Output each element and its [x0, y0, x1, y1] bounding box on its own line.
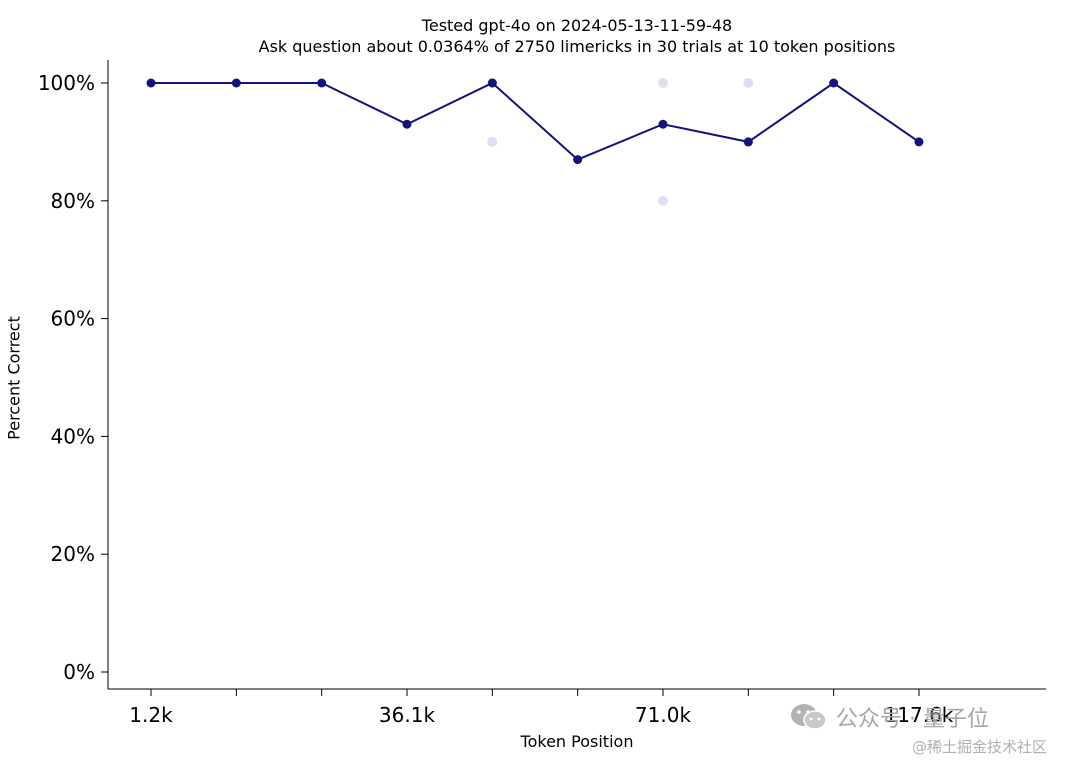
mean-point — [487, 78, 497, 88]
mean-point — [658, 119, 668, 129]
watermark-text: 公众号 · 量子位 — [836, 707, 989, 732]
y-axis-label: Percent Correct — [4, 316, 24, 440]
mean-point — [231, 78, 241, 88]
trial-point — [743, 78, 754, 88]
y-tick-label: 60% — [51, 307, 95, 331]
mean-point — [146, 78, 156, 88]
mean-line — [151, 81, 920, 161]
mean-point — [914, 137, 924, 147]
trial-point — [657, 195, 668, 206]
wechat-icon — [791, 704, 827, 730]
mean-point — [573, 155, 583, 165]
y-tick-label: 0% — [63, 660, 95, 684]
x-tick-label: 1.2k — [129, 703, 173, 727]
x-axis-label: Token Position — [520, 732, 634, 751]
y-tick-label: 80% — [51, 189, 95, 213]
watermark: 公众号 · 量子位 — [790, 700, 989, 734]
y-tick-label: 20% — [51, 542, 95, 566]
x-tick-label: 36.1k — [379, 703, 436, 727]
mean-point — [743, 137, 753, 147]
mean-point — [402, 119, 412, 129]
trial-point — [487, 136, 498, 147]
trial-point — [657, 78, 668, 88]
chart-subtitle: Ask question about 0.0364% of 2750 limer… — [258, 37, 896, 56]
watermark-site: @稀土掘金技术社区 — [912, 738, 1048, 756]
y-tick-label: 40% — [51, 424, 95, 448]
x-tick-label: 71.0k — [635, 703, 692, 727]
mean-points — [146, 78, 924, 165]
chart-title: Tested gpt-4o on 2024-05-13-11-59-48 — [421, 16, 733, 35]
mean-point — [829, 78, 839, 88]
x-tick-label: 117.6k — [885, 703, 954, 727]
y-tick-label: 100% — [38, 71, 95, 95]
axes: 0% 20% 40% 60% 80% 100% 1.2k 36.1k 71.0k 117.6k — [38, 60, 1046, 727]
mean-point — [317, 78, 327, 88]
